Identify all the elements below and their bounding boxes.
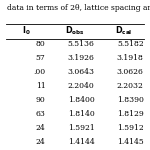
Text: data in terms of 2θ, lattice spacing and: data in terms of 2θ, lattice spacing and (7, 4, 150, 12)
